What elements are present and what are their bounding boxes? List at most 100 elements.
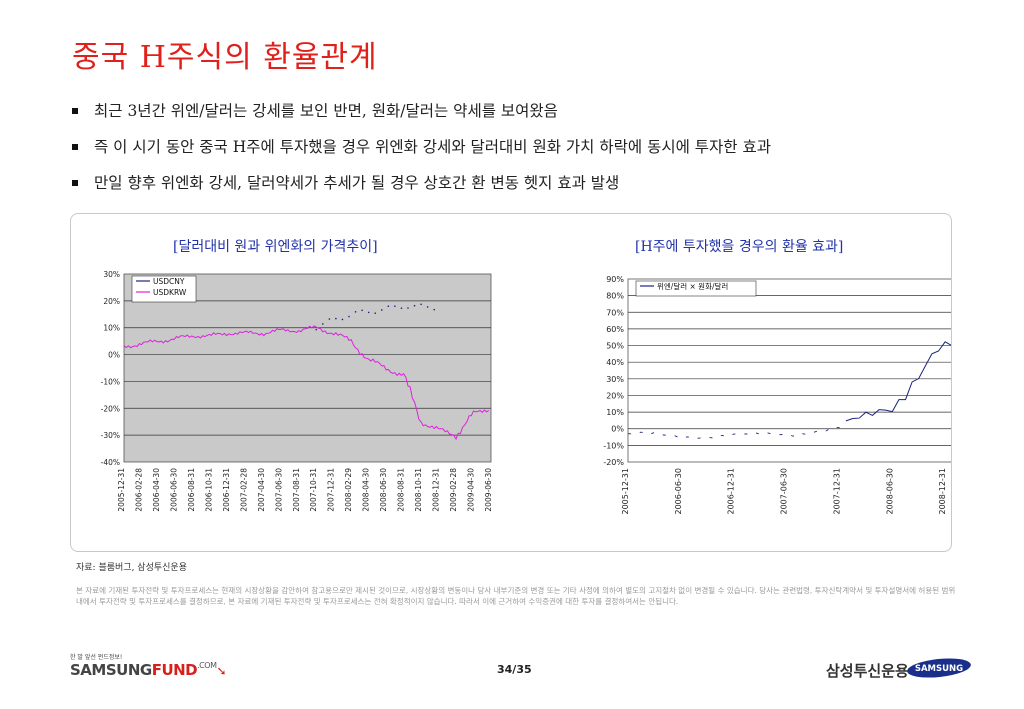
chart1-title: [달러대비 원과 위엔화의 가격추이]: [173, 239, 378, 255]
square-bullet-icon: [72, 180, 78, 186]
x-tick-label: 2009-04-30: [467, 468, 476, 512]
x-tick-label: 2006-08-31: [187, 468, 196, 512]
series-point: [380, 309, 383, 311]
y-tick-label: 10%: [606, 408, 624, 417]
square-bullet-icon: [72, 108, 78, 114]
logo-text-a: SAMSUNG: [70, 661, 152, 679]
x-tick-label: 2008-12-31: [432, 468, 441, 512]
chart2-title: [H주에 투자했을 경우의 환율 효과]: [635, 239, 844, 255]
bullet-text: 즉 이 시기 동안 중국 H주에 투자했을 경우 위엔화 강세와 달러대비 원화…: [94, 138, 772, 156]
legend-label: 위엔/달러 × 원화/달러: [657, 281, 728, 291]
legend-box: [635, 280, 757, 297]
logo-tagline: 한 발 앞선 펀드정보!: [70, 654, 123, 661]
x-tick-label: 2007-08-31: [292, 468, 301, 512]
y-tick-label: 80%: [606, 292, 624, 301]
series-point: [341, 318, 344, 321]
square-bullet-icon: [72, 144, 78, 150]
y-tick-label: 90%: [606, 275, 624, 284]
series-point: [361, 309, 363, 312]
y-tick-label: -20%: [603, 458, 624, 467]
chart-panel: [달러대비 원과 위엔화의 가격추이] [H주에 투자했을 경우의 환율 효과]…: [70, 213, 952, 552]
x-tick-label: 2007-02-28: [239, 468, 248, 512]
series-point: [348, 315, 350, 318]
x-tick-label: 2008-06-30: [885, 468, 894, 515]
series-point: [335, 317, 337, 320]
series-point: [321, 323, 324, 325]
series-point: [426, 306, 429, 308]
series-point: [433, 308, 436, 311]
legend-label: USDKRW: [153, 288, 187, 297]
series-line: [123, 325, 490, 441]
series-point: [354, 311, 357, 313]
y-tick-label: 20%: [103, 297, 120, 306]
x-tick-label: 2006-06-30: [169, 468, 178, 512]
y-tick-label: 10%: [103, 324, 120, 333]
chart1-svg: 30% 20% 10% 0% -10% -20% -30% -40%2005-12-31 200…: [101, 270, 493, 512]
series-point: [367, 311, 370, 314]
y-tick-label: -20%: [101, 404, 120, 413]
series-point: [387, 305, 390, 307]
y-tick-label: -40%: [101, 458, 120, 467]
y-tick-label: -10%: [603, 441, 624, 450]
x-tick-label: 2006-04-30: [152, 468, 161, 512]
source-note: 자료: 블룸버그, 삼성투신운용: [76, 563, 187, 573]
plot-area: [627, 278, 951, 463]
legend-label: USDCNY: [153, 277, 185, 286]
legend: USDCNY USDKRW: [131, 275, 197, 303]
series-point: [315, 328, 318, 331]
page-title: 중국 H주식의 환율관계: [72, 40, 378, 75]
series-point: [413, 304, 416, 307]
bullet-text: 최근 3년간 위엔/달러는 강세를 보인 반면, 원화/달러는 약세를 보여왔음: [94, 102, 558, 120]
samsung-logo-text: SAMSUNG: [915, 664, 963, 674]
x-tick-label: 2007-06-30: [780, 468, 789, 515]
series-point: [400, 307, 403, 309]
x-tick-label: 2008-04-30: [362, 468, 371, 512]
x-tick-label: 2007-10-31: [309, 468, 318, 512]
x-tick-label: 2006-12-31: [222, 468, 231, 512]
samsungfund-logo[interactable]: 한 발 앞선 펀드정보! SAMSUNGFUND.COM➘: [70, 652, 227, 679]
x-tick-label: 2008-06-30: [379, 468, 388, 512]
y-tick-label: 60%: [606, 325, 624, 334]
logo-text-b: FUND: [151, 661, 198, 679]
y-tick-label: 30%: [103, 270, 120, 279]
series-point: [407, 307, 409, 309]
legend: 위엔/달러 × 원화/달러: [635, 280, 757, 297]
x-tick-label: 2006-12-31: [727, 468, 736, 515]
bullet-list: 최근 3년간 위엔/달러는 강세를 보인 반면, 원화/달러는 약세를 보여왔음…: [72, 96, 972, 204]
company-name: 삼성투신운용: [826, 662, 909, 680]
x-tick-label: 2006-02-28: [134, 468, 143, 512]
x-tick-label: 2006-10-31: [204, 468, 213, 512]
y-tick-label: 50%: [606, 342, 624, 351]
series-point: [394, 305, 396, 307]
x-tick-label: 2008-10-31: [414, 468, 423, 512]
samsung-logo: SAMSUNG: [907, 658, 971, 678]
y-tick-label: 0%: [611, 425, 624, 434]
x-tick-label: 2009-06-30: [484, 468, 493, 512]
x-tick-label: 2007-12-31: [327, 468, 336, 512]
x-tick-label: 2009-02-28: [449, 468, 458, 512]
x-tick-label: 2008-02-29: [344, 468, 353, 512]
y-tick-label: 20%: [606, 391, 624, 400]
series-point: [420, 303, 422, 306]
bullet-item: 즉 이 시기 동안 중국 H주에 투자했을 경우 위엔화 강세와 달러대비 원화…: [72, 132, 972, 168]
y-tick-label: 40%: [606, 358, 624, 367]
series-point: [374, 312, 377, 315]
series-line: [845, 341, 951, 422]
y-tick-label: 70%: [606, 308, 624, 317]
y-tick-label: -30%: [101, 431, 120, 440]
disclaimer: 본 자료에 기재된 투자전략 및 투자프로세스는 현재의 시장상황을 감안하여 …: [76, 586, 956, 606]
x-tick-label: 2008-12-31: [938, 468, 947, 515]
logo-text-com: .COM: [197, 661, 217, 670]
bullet-item: 최근 3년간 위엔/달러는 강세를 보인 반면, 원화/달러는 약세를 보여왔음: [72, 96, 972, 132]
series-point: [328, 318, 331, 320]
x-tick-label: 2005-12-31: [621, 468, 630, 515]
y-tick-label: 30%: [606, 375, 624, 384]
x-tick-label: 2008-08-31: [397, 468, 406, 512]
x-tick-label: 2006-06-30: [674, 468, 683, 515]
page-number: 34/35: [497, 663, 532, 676]
x-tick-label: 2007-06-30: [274, 468, 283, 512]
x-tick-label: 2007-12-31: [832, 468, 841, 515]
bullet-text: 만일 향후 위엔화 강세, 달러약세가 추세가 될 경우 상호간 환 변동 헷지…: [94, 174, 620, 192]
y-tick-label: 0%: [108, 351, 120, 360]
plot-area: [123, 273, 492, 463]
